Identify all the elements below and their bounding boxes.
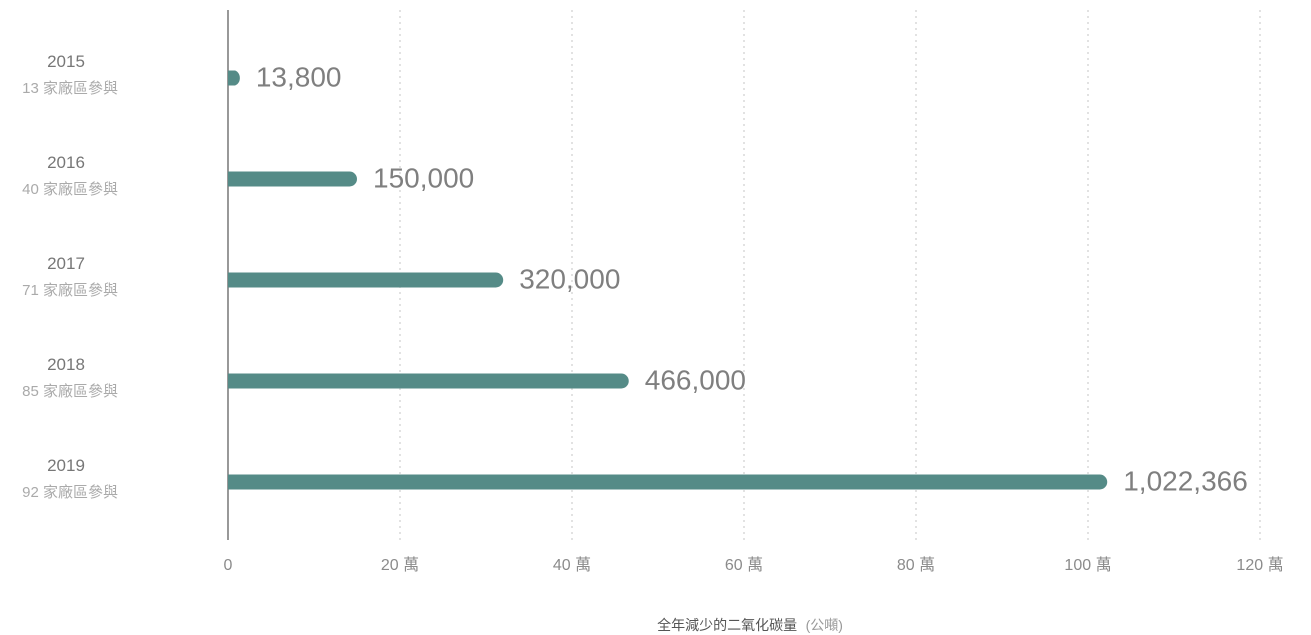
x-axis-label-main: 全年減少的二氧化碳量 bbox=[657, 617, 797, 633]
category-label: 2018 bbox=[47, 355, 85, 374]
category-sublabel: 40 家廠區參與 bbox=[22, 180, 118, 198]
category-sublabel: 71 家廠區參與 bbox=[22, 281, 118, 299]
category-label: 2017 bbox=[47, 254, 85, 273]
bar-base bbox=[228, 373, 236, 389]
bar-base bbox=[228, 272, 236, 288]
x-tick-label: 100 萬 bbox=[1064, 556, 1111, 574]
bar bbox=[228, 373, 629, 389]
category-label: 2016 bbox=[47, 153, 85, 172]
bar bbox=[228, 272, 504, 288]
x-tick-label: 120 萬 bbox=[1236, 556, 1283, 574]
data-label: 13,800 bbox=[256, 61, 342, 92]
bars bbox=[228, 70, 1108, 490]
bar bbox=[228, 474, 1108, 490]
x-tick-label: 0 bbox=[224, 557, 233, 574]
category-sublabel: 85 家廠區參與 bbox=[22, 382, 118, 400]
x-tick-label: 20 萬 bbox=[381, 556, 419, 574]
data-label: 150,000 bbox=[373, 162, 474, 193]
bar-base bbox=[228, 474, 236, 490]
category-label: 2019 bbox=[47, 456, 85, 475]
category-sublabel: 92 家廠區參與 bbox=[22, 483, 118, 501]
x-tick-label: 60 萬 bbox=[725, 556, 763, 574]
x-tick-label: 80 萬 bbox=[897, 556, 935, 574]
data-label: 320,000 bbox=[519, 263, 620, 294]
category-label: 2015 bbox=[47, 52, 85, 71]
x-tick-labels: 0 20 萬 40 萬 60 萬 80 萬 100 萬 120 萬 bbox=[224, 556, 1284, 574]
data-label: 466,000 bbox=[645, 364, 746, 395]
x-axis-label-unit: (公噸) bbox=[806, 617, 843, 633]
category-sublabel: 13 家廠區參與 bbox=[22, 79, 118, 97]
bar-base bbox=[228, 70, 236, 86]
data-label: 1,022,366 bbox=[1123, 465, 1248, 496]
bar-base bbox=[228, 171, 236, 187]
x-axis-label: 全年減少的二氧化碳量 (公噸) bbox=[657, 617, 843, 634]
category-labels: 2015 13 家廠區參與 2016 40 家廠區參與 2017 71 家廠區參與 2018… bbox=[22, 52, 118, 501]
x-tick-label: 40 萬 bbox=[553, 556, 591, 574]
value-labels: 13,800 150,000 320,000 466,000 1,022,366 bbox=[256, 61, 1248, 496]
bar bbox=[228, 171, 357, 187]
